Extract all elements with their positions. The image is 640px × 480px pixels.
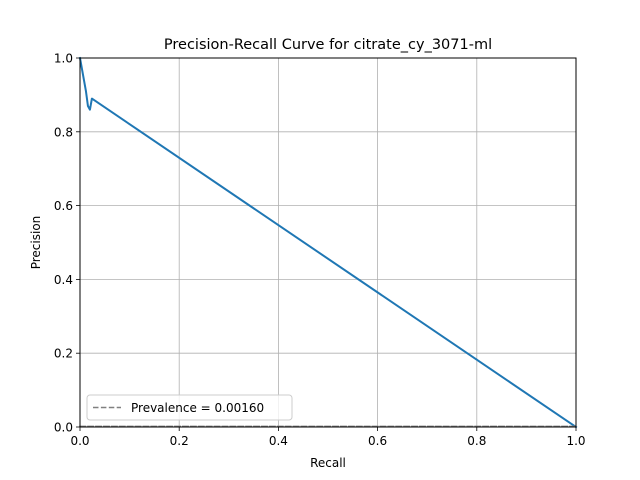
x-tick-label: 0.8 (467, 434, 486, 448)
y-tick-label: 0.4 (54, 273, 73, 287)
x-tick-label: 0.0 (70, 434, 89, 448)
legend-box (86, 394, 293, 421)
grid (79, 57, 577, 428)
x-tick-label: 0.2 (170, 434, 189, 448)
x-axis-ticks: 0.0 0.2 0.4 0.6 0.8 1.0 (70, 427, 586, 448)
legend-label-prevalence: Prevalence = 0.00160 (131, 401, 264, 415)
plot-area-frame (79, 57, 577, 428)
y-tick-label: 0.0 (54, 421, 73, 435)
chart-title: Precision-Recall Curve for citrate_cy_30… (164, 37, 492, 53)
y-axis-ticks: 0.0 0.2 0.4 0.6 0.8 1.0 (54, 52, 80, 435)
y-tick-label: 0.2 (54, 347, 73, 361)
series-layer (78, 56, 578, 429)
x-tick-label: 0.4 (269, 434, 288, 448)
y-tick-label: 1.0 (54, 52, 73, 66)
y-axis-label: Precision (29, 216, 43, 270)
y-tick-label: 0.8 (54, 125, 73, 139)
x-tick-label: 1.0 (566, 434, 585, 448)
y-tick-label: 0.6 (54, 199, 73, 213)
x-axis-label: Recall (310, 456, 346, 470)
x-tick-label: 0.6 (368, 434, 387, 448)
legend: Prevalence = 0.00160 (86, 394, 293, 421)
pr-curve-line (78, 56, 578, 429)
